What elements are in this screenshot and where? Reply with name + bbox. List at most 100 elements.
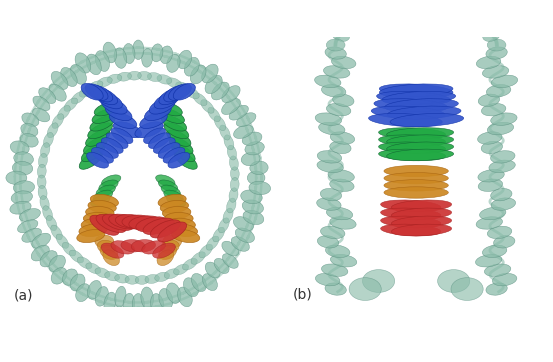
Ellipse shape: [227, 198, 236, 213]
Ellipse shape: [325, 47, 346, 59]
Ellipse shape: [158, 180, 178, 191]
Ellipse shape: [190, 65, 206, 84]
Ellipse shape: [166, 78, 181, 88]
Ellipse shape: [13, 181, 35, 194]
Ellipse shape: [159, 88, 183, 105]
Ellipse shape: [321, 226, 345, 239]
Ellipse shape: [201, 100, 214, 113]
Ellipse shape: [245, 142, 264, 155]
Ellipse shape: [93, 88, 118, 105]
Ellipse shape: [125, 275, 139, 284]
Ellipse shape: [157, 75, 172, 84]
Ellipse shape: [131, 240, 155, 252]
Ellipse shape: [86, 54, 101, 75]
Ellipse shape: [61, 67, 77, 87]
Ellipse shape: [163, 147, 185, 163]
Ellipse shape: [160, 201, 189, 213]
Ellipse shape: [39, 88, 56, 104]
Ellipse shape: [214, 116, 226, 131]
Ellipse shape: [236, 113, 256, 127]
Ellipse shape: [89, 85, 113, 102]
Ellipse shape: [379, 84, 453, 97]
Ellipse shape: [77, 257, 92, 269]
Ellipse shape: [85, 84, 108, 100]
Ellipse shape: [222, 241, 239, 256]
Ellipse shape: [14, 152, 33, 165]
Ellipse shape: [317, 160, 343, 173]
Ellipse shape: [346, 18, 363, 34]
Ellipse shape: [71, 91, 86, 104]
Ellipse shape: [46, 215, 57, 231]
Ellipse shape: [169, 84, 191, 100]
Ellipse shape: [138, 71, 152, 80]
Ellipse shape: [105, 105, 132, 121]
Ellipse shape: [424, 7, 436, 25]
Ellipse shape: [111, 241, 135, 254]
Ellipse shape: [478, 169, 504, 182]
Ellipse shape: [100, 245, 118, 260]
Ellipse shape: [315, 75, 341, 88]
Ellipse shape: [247, 171, 265, 185]
Ellipse shape: [49, 255, 65, 272]
Ellipse shape: [174, 264, 189, 275]
Ellipse shape: [87, 152, 108, 168]
Ellipse shape: [103, 250, 119, 266]
Ellipse shape: [211, 82, 229, 100]
Ellipse shape: [142, 49, 153, 67]
Ellipse shape: [121, 240, 145, 252]
Ellipse shape: [326, 207, 353, 220]
Ellipse shape: [164, 269, 179, 279]
Ellipse shape: [178, 287, 192, 307]
Ellipse shape: [135, 122, 163, 138]
Ellipse shape: [38, 164, 46, 178]
Ellipse shape: [144, 128, 165, 144]
Ellipse shape: [156, 102, 182, 116]
Ellipse shape: [384, 180, 448, 191]
Ellipse shape: [151, 44, 163, 62]
Ellipse shape: [106, 133, 128, 148]
Ellipse shape: [492, 273, 517, 286]
Ellipse shape: [75, 53, 91, 73]
Ellipse shape: [208, 107, 220, 122]
Ellipse shape: [87, 281, 101, 299]
Ellipse shape: [184, 278, 199, 296]
Ellipse shape: [169, 137, 193, 154]
Ellipse shape: [158, 194, 186, 207]
Ellipse shape: [38, 185, 47, 200]
Ellipse shape: [479, 207, 506, 220]
Ellipse shape: [12, 161, 33, 175]
Ellipse shape: [96, 143, 118, 158]
Ellipse shape: [109, 214, 140, 229]
Ellipse shape: [230, 177, 239, 191]
Ellipse shape: [487, 226, 512, 239]
Ellipse shape: [482, 245, 507, 257]
Ellipse shape: [91, 195, 110, 206]
Ellipse shape: [331, 56, 356, 69]
Ellipse shape: [227, 145, 237, 160]
Ellipse shape: [40, 195, 49, 210]
Ellipse shape: [79, 86, 94, 97]
Ellipse shape: [392, 208, 452, 220]
Ellipse shape: [326, 39, 345, 51]
Ellipse shape: [379, 142, 446, 153]
Ellipse shape: [178, 50, 192, 69]
Ellipse shape: [147, 72, 162, 81]
Ellipse shape: [174, 151, 197, 169]
Ellipse shape: [114, 274, 129, 283]
Ellipse shape: [104, 292, 116, 312]
Ellipse shape: [191, 252, 205, 264]
Ellipse shape: [95, 268, 110, 278]
Ellipse shape: [387, 135, 453, 147]
Ellipse shape: [99, 180, 118, 191]
Ellipse shape: [133, 40, 144, 59]
Ellipse shape: [62, 243, 76, 256]
Ellipse shape: [451, 278, 483, 300]
Ellipse shape: [101, 138, 123, 153]
Ellipse shape: [491, 151, 515, 163]
Ellipse shape: [97, 77, 112, 87]
Ellipse shape: [159, 245, 176, 260]
Ellipse shape: [242, 200, 263, 214]
Ellipse shape: [103, 42, 117, 63]
Ellipse shape: [88, 123, 112, 139]
Ellipse shape: [380, 200, 441, 212]
